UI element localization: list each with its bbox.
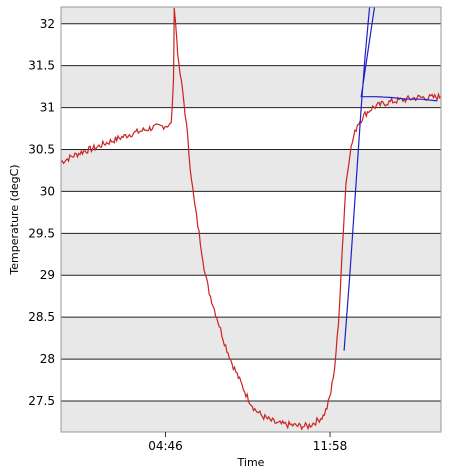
grid-lines: [61, 23, 441, 402]
background-bands: [61, 7, 441, 432]
y-tick-label: 29: [40, 268, 55, 282]
series-line: [343, 7, 438, 351]
y-tick-label: 30: [40, 184, 55, 198]
plot-frame: [60, 6, 442, 433]
x-tick-label: 04:46: [148, 439, 183, 453]
y-tick-label: 28.5: [28, 310, 55, 324]
y-tick-label: 32: [40, 17, 55, 31]
background-band: [61, 7, 441, 24]
y-tick-label: 30.5: [28, 143, 55, 157]
plot-series: [61, 7, 441, 431]
x-axis-ticks: 04:46 11:58: [148, 432, 347, 453]
y-tick-label: 31.5: [28, 59, 55, 73]
y-tick-label: 28: [40, 352, 55, 366]
background-band: [61, 149, 441, 192]
y-axis-ticks: 27.5 28 28.5 29 29.5 30 30.5 31 31.5 32: [28, 17, 55, 408]
y-tick-label: 29.5: [28, 226, 55, 240]
y-tick-label: 27.5: [28, 394, 55, 408]
series-line: [61, 7, 441, 431]
background-band: [61, 317, 441, 360]
background-band: [61, 233, 441, 276]
x-axis-label: Time: [237, 456, 265, 469]
y-axis-label: Temperature (degC): [8, 164, 21, 275]
x-tick-label: 11:58: [313, 439, 348, 453]
background-band: [61, 65, 441, 108]
y-tick-label: 31: [40, 101, 55, 115]
background-band: [61, 400, 441, 432]
